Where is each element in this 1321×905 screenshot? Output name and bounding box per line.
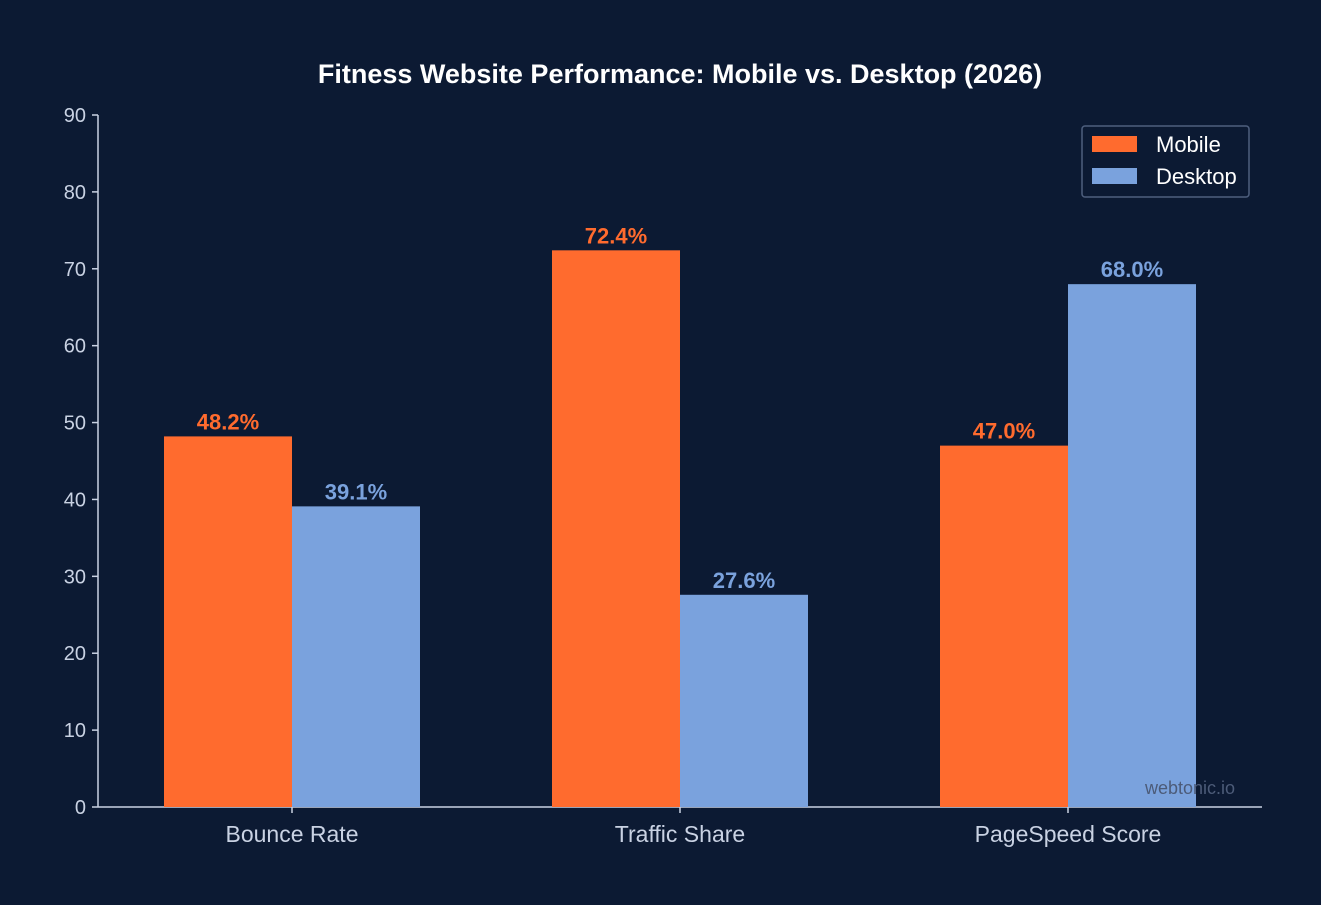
bar-mobile [552, 250, 680, 807]
y-tick-label: 40 [64, 489, 86, 511]
value-label-mobile: 72.4% [585, 223, 647, 248]
bar-desktop [680, 594, 808, 807]
x-axis: Bounce Rate Traffic Share PageSpeed Score [98, 806, 1262, 847]
legend-label-mobile: Mobile [1156, 132, 1221, 157]
x-tick-label: Traffic Share [615, 821, 745, 847]
y-tick-label: 0 [75, 797, 86, 819]
bar-desktop [1068, 284, 1196, 808]
y-tick-label: 10 [64, 720, 86, 742]
x-tick-label: PageSpeed Score [975, 821, 1162, 847]
value-labels: 48.2% 39.1% 72.4% 27.6% 47.0% 68.0% [197, 223, 1163, 592]
bar-mobile [940, 445, 1068, 807]
y-axis: 0 10 20 30 40 50 60 70 80 90 [64, 105, 99, 819]
legend-label-desktop: Desktop [1156, 164, 1237, 189]
y-tick-label: 60 [64, 336, 86, 358]
y-tick-label: 20 [64, 643, 86, 665]
y-tick-label: 30 [64, 566, 86, 588]
y-tick-label: 70 [64, 259, 86, 281]
bar-desktop [292, 506, 420, 807]
chart-title: Fitness Website Performance: Mobile vs. … [318, 59, 1042, 89]
x-tick-label: Bounce Rate [226, 821, 359, 847]
bar-mobile [164, 436, 292, 807]
watermark: webtonic.io [1144, 778, 1235, 798]
legend-swatch-mobile [1092, 136, 1137, 152]
legend-swatch-desktop [1092, 168, 1137, 184]
value-label-desktop: 27.6% [713, 568, 775, 593]
y-tick-label: 50 [64, 413, 86, 435]
value-label-mobile: 47.0% [973, 419, 1035, 444]
value-label-desktop: 68.0% [1101, 257, 1163, 282]
value-label-desktop: 39.1% [325, 479, 387, 504]
bars [164, 250, 1196, 808]
value-label-mobile: 48.2% [197, 409, 259, 434]
legend: Mobile Desktop [1081, 125, 1250, 198]
y-tick-label: 80 [64, 182, 86, 204]
y-tick-label: 90 [64, 105, 86, 127]
